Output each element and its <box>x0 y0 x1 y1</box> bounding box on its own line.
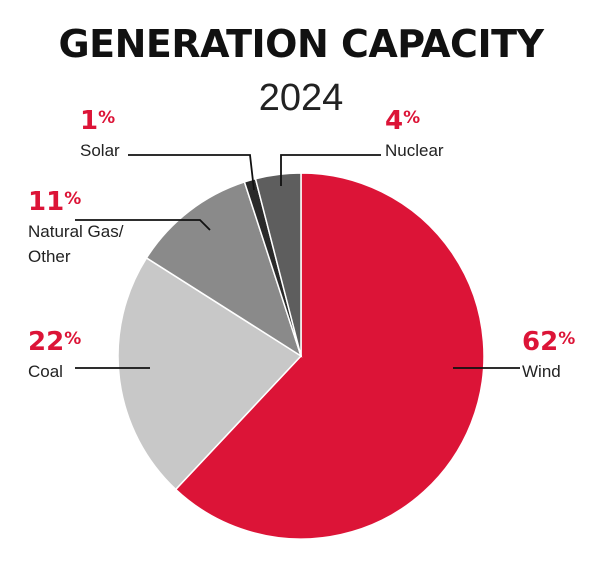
pie-slice-coal <box>117 256 303 491</box>
category-label-wind: Wind <box>522 362 561 381</box>
value-label-coal: 22% <box>28 327 81 357</box>
pie-slices <box>117 172 485 540</box>
value-label-nuclear: 4% <box>385 106 420 136</box>
pie-slice-nuclear <box>254 172 302 357</box>
value-label-wind: 62% <box>522 327 575 357</box>
category-label-nuclear: Nuclear <box>385 141 444 160</box>
leader-line-solar <box>128 154 255 191</box>
chart-subtitle: 2024 <box>259 77 344 119</box>
leader-lines <box>75 154 520 369</box>
pie-slice-natural-gas-other <box>145 181 303 358</box>
chart-title: GENERATION CAPACITY <box>58 22 544 66</box>
leader-line-nuclear <box>280 154 381 186</box>
leader-line-natural-gas-other <box>75 219 211 231</box>
value-label-natural-gas-other: 11% <box>28 187 81 217</box>
value-label-solar: 1% <box>80 106 115 136</box>
category-label-solar: Solar <box>80 141 120 160</box>
pie-slice-wind <box>174 172 485 540</box>
slice-labels: 62% Wind 22% Coal 11% Natural Gas/Other 1% Sola… <box>28 106 575 381</box>
category-label-coal: Coal <box>28 362 63 381</box>
category-label-natural-gas-other: Natural Gas/Other <box>28 222 124 266</box>
